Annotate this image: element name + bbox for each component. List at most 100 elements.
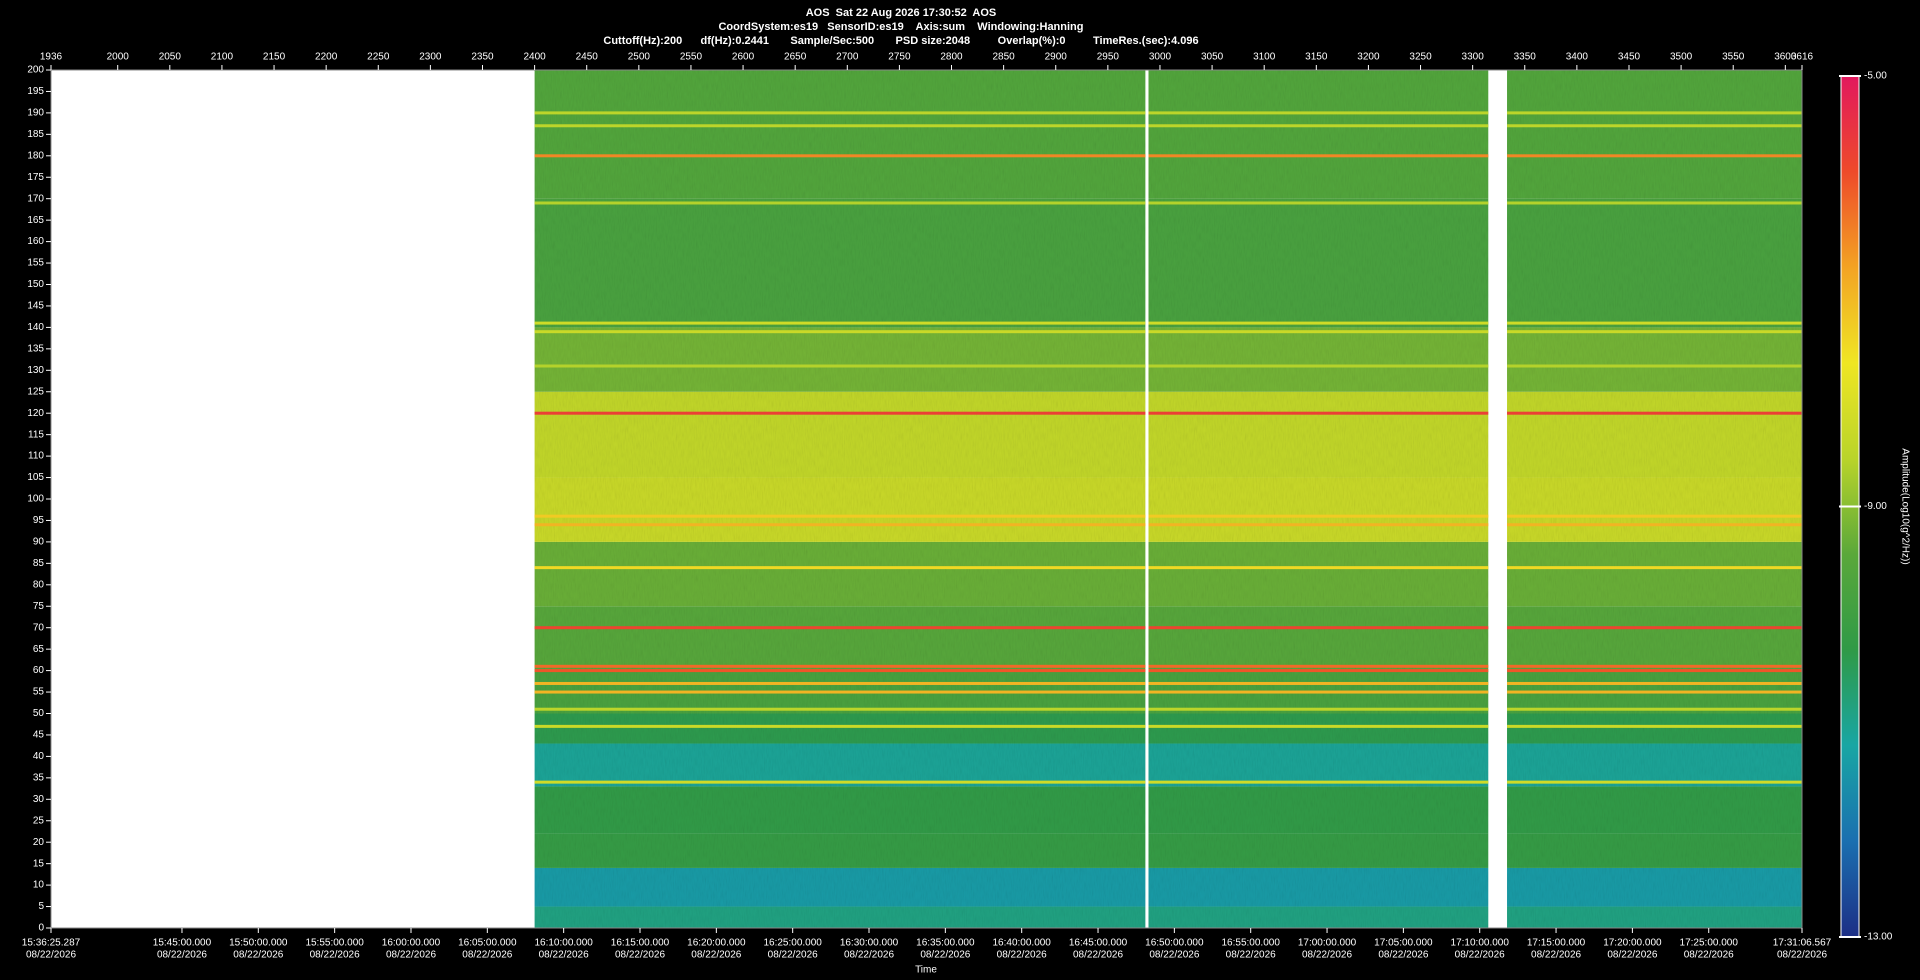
y-tick-label: 145	[27, 301, 44, 312]
x-tick-label: 2600	[732, 52, 755, 63]
y-tick-label: 130	[27, 365, 44, 376]
y-tick-label: 175	[27, 172, 44, 183]
y-tick-label: 170	[27, 193, 44, 204]
spectral-line	[1507, 566, 1802, 570]
spectral-line	[534, 707, 1146, 711]
y-tick-label: 80	[33, 579, 45, 590]
time-tick-date: 08/22/2026	[1455, 950, 1505, 961]
spectral-line	[1507, 523, 1802, 527]
y-tick-label: 10	[33, 880, 45, 891]
time-tick-date: 08/22/2026	[768, 950, 818, 961]
x-tick-label: 3100	[1253, 52, 1276, 63]
time-tick-date: 08/22/2026	[1226, 950, 1276, 961]
spectral-line	[1507, 364, 1802, 368]
time-tick-label: 16:05:00.000	[458, 938, 517, 949]
y-tick-label: 20	[33, 837, 45, 848]
y-tick-label: 120	[27, 408, 44, 419]
spectral-line	[534, 154, 1146, 158]
y-tick-label: 65	[33, 644, 45, 655]
spectral-line	[534, 664, 1146, 668]
time-tick-date: 08/22/2026	[386, 950, 436, 961]
x-tick-label: 3600	[1774, 52, 1797, 63]
spectral-line	[534, 681, 1146, 685]
y-tick-label: 115	[28, 429, 44, 440]
spectral-line	[1507, 411, 1802, 415]
spectral-line	[1507, 330, 1802, 334]
time-tick-date: 08/22/2026	[310, 950, 360, 961]
spectral-line	[534, 124, 1146, 128]
x-tick-label: 3000	[1149, 52, 1172, 63]
time-tick-label: 17:20:00.000	[1603, 938, 1662, 949]
spectral-line	[1507, 664, 1802, 668]
x-tick-label: 2350	[471, 52, 494, 63]
x-tick-label: 3200	[1357, 52, 1380, 63]
x-tick-label: 2150	[263, 52, 286, 63]
spectral-line	[1148, 664, 1489, 668]
spectral-line	[534, 626, 1146, 630]
y-tick-label: 25	[33, 815, 45, 826]
time-tick-label: 16:15:00.000	[611, 938, 670, 949]
time-tick-date: 08/22/2026	[1378, 950, 1428, 961]
spectral-line	[534, 411, 1146, 415]
spectral-line	[1507, 201, 1802, 205]
spectral-line	[534, 690, 1146, 694]
time-tick-label: 15:50:00.000	[229, 938, 288, 949]
time-tick-label: 16:25:00.000	[763, 938, 822, 949]
y-tick-label: 150	[27, 279, 44, 290]
time-tick-label: 17:15:00.000	[1527, 938, 1586, 949]
spectral-line	[1148, 780, 1489, 784]
time-tick-date: 08/22/2026	[997, 950, 1047, 961]
y-tick-label: 125	[27, 386, 44, 397]
time-tick-label: 16:30:00.000	[840, 938, 899, 949]
data-segment	[1507, 70, 1802, 928]
data-segment	[534, 70, 1146, 928]
spectral-line	[534, 724, 1146, 728]
spectral-line	[1148, 111, 1489, 115]
data-segment	[1148, 70, 1489, 928]
time-tick-label: 17:25:00.000	[1680, 938, 1739, 949]
x-tick-label: 2400	[523, 52, 546, 63]
time-tick-label: 16:45:00.000	[1069, 938, 1128, 949]
time-tick-label: 16:40:00.000	[992, 938, 1051, 949]
x-tick-label: 3550	[1722, 52, 1745, 63]
x-tick-label: 3616	[1791, 52, 1814, 63]
x-tick-label: 2900	[1045, 52, 1068, 63]
spectral-line	[534, 566, 1146, 570]
spectral-line	[1148, 154, 1489, 158]
time-tick-label: 15:45:00.000	[153, 938, 212, 949]
spectral-line	[1148, 626, 1489, 630]
y-tick-label: 70	[33, 622, 45, 633]
y-tick-label: 200	[27, 65, 44, 76]
x-tick-label: 3400	[1566, 52, 1589, 63]
subtitle: Cuttoff(Hz):200 df(Hz):0.2441 Sample/Sec…	[603, 35, 1198, 47]
time-tick-label: 17:31:06.567	[1773, 938, 1832, 949]
time-tick-date: 08/22/2026	[539, 950, 589, 961]
colorbar-tick-label: -13.00	[1864, 932, 1893, 943]
y-tick-label: 45	[33, 730, 45, 741]
y-tick-label: 195	[27, 86, 44, 97]
time-tick-label: 16:35:00.000	[916, 938, 975, 949]
time-tick-label: 17:10:00.000	[1451, 938, 1510, 949]
spectral-line	[1148, 523, 1489, 527]
spectral-line	[1148, 681, 1489, 685]
spectral-line	[1507, 626, 1802, 630]
spectral-line	[1148, 364, 1489, 368]
y-tick-label: 0	[38, 923, 44, 934]
spectral-line	[1148, 690, 1489, 694]
time-tick-date: 08/22/2026	[462, 950, 512, 961]
spectral-line	[1148, 724, 1489, 728]
time-tick-date: 08/22/2026	[1531, 950, 1581, 961]
x-tick-label: 2550	[680, 52, 703, 63]
spectral-line	[534, 321, 1146, 325]
spectral-line	[1507, 707, 1802, 711]
spectral-line	[1507, 690, 1802, 694]
x-tick-label: 3250	[1409, 52, 1432, 63]
spectral-line	[1507, 669, 1802, 673]
y-tick-label: 155	[27, 258, 44, 269]
y-tick-label: 75	[33, 601, 45, 612]
texture	[1507, 70, 1802, 928]
y-tick-label: 90	[33, 537, 45, 548]
y-tick-label: 30	[33, 794, 45, 805]
x-tick-label: 2800	[940, 52, 963, 63]
y-tick-label: 5	[38, 901, 44, 912]
